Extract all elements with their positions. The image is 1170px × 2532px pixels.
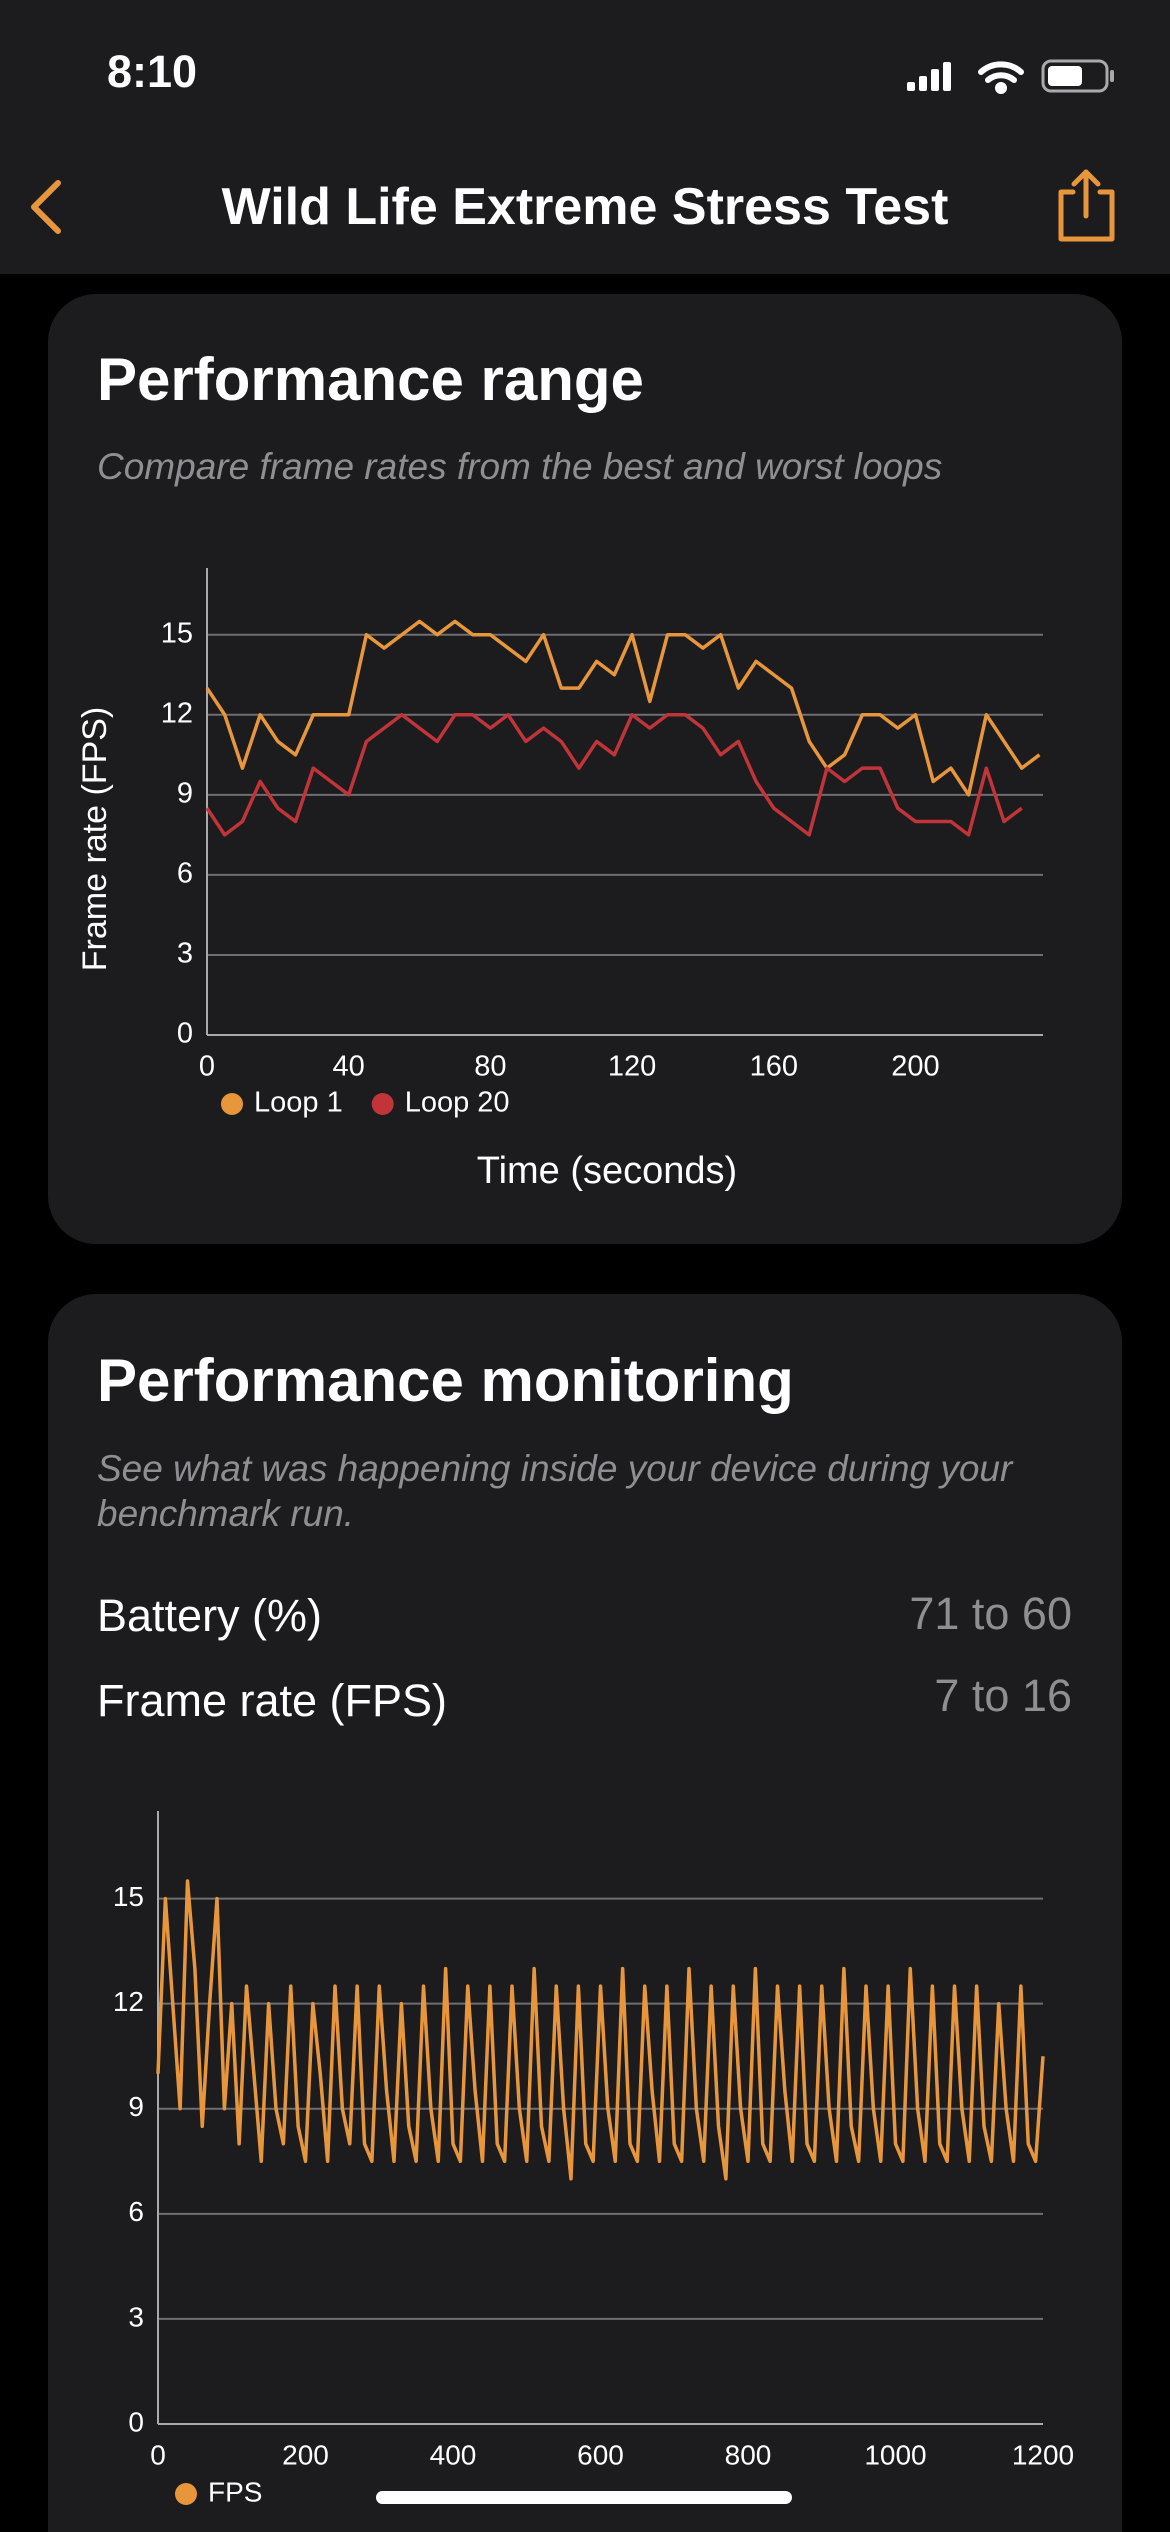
section-title: Performance monitoring (97, 1347, 794, 1414)
data-line (156, 1879, 1045, 2181)
x-tick-label: 1000 (864, 2439, 926, 2470)
x-tick-label: 200 (282, 2439, 329, 2470)
x-tick-label: 120 (608, 1051, 656, 1083)
y-tick-label: 3 (177, 938, 193, 970)
legend-label: FPS (208, 2476, 262, 2507)
x-tick-label: 0 (199, 1051, 215, 1083)
card (48, 1294, 1122, 2532)
x-tick-label: 600 (577, 2439, 624, 2470)
x-tick-label: 160 (750, 1051, 798, 1083)
data-line (205, 619, 1041, 797)
nav-title: Wild Life Extreme Stress Test (221, 178, 949, 236)
stat-label: Battery (%) (97, 1590, 323, 1641)
nav-bar (0, 0, 1170, 274)
data-line (205, 713, 1023, 837)
legend-swatch (175, 2483, 197, 2505)
legend-label: Loop 20 (405, 1087, 510, 1119)
y-tick-label: 3 (128, 2301, 144, 2332)
y-tick-label: 0 (128, 2406, 144, 2437)
x-tick-label: 40 (333, 1051, 365, 1083)
x-tick-label: 800 (725, 2439, 772, 2470)
y-tick-label: 6 (128, 2196, 144, 2227)
y-axis-title: Frame rate (FPS) (76, 707, 114, 971)
x-tick-label: 200 (891, 1051, 939, 1083)
x-tick-label: 80 (474, 1051, 506, 1083)
legend-swatch (221, 1093, 243, 1115)
home-indicator (376, 2491, 792, 2504)
y-tick-label: 9 (128, 2091, 144, 2122)
wifi-icon (978, 61, 1024, 94)
section-title: Performance range (97, 346, 644, 413)
back-button[interactable] (31, 180, 61, 234)
x-tick-label: 0 (150, 2439, 166, 2470)
y-tick-label: 15 (113, 1881, 144, 1912)
y-tick-label: 12 (113, 1986, 144, 2017)
section-subtitle: Compare frame rates from the best and wo… (97, 446, 943, 487)
x-axis-title: Time (seconds) (477, 1150, 737, 1192)
stat-value: 71 to 60 (909, 1588, 1072, 1639)
y-tick-label: 6 (177, 858, 193, 890)
section-subtitle: See what was happening inside your devic… (97, 1448, 1013, 1534)
legend-swatch (371, 1093, 394, 1115)
signal-icon (907, 62, 951, 91)
share-button[interactable] (1058, 169, 1115, 242)
x-tick-label: 1200 (1012, 2439, 1074, 2470)
stat-value: 7 to 16 (934, 1670, 1072, 1721)
battery-icon (1041, 59, 1114, 93)
status-time: 8:10 (107, 46, 198, 97)
x-tick-label: 400 (430, 2439, 477, 2470)
y-tick-label: 0 (177, 1018, 193, 1050)
stat-label: Frame rate (FPS) (97, 1675, 448, 1726)
y-tick-label: 12 (161, 697, 193, 729)
y-tick-label: 15 (161, 617, 193, 649)
y-tick-label: 9 (177, 777, 193, 809)
card (48, 294, 1122, 1244)
legend-label: Loop 1 (254, 1087, 343, 1119)
